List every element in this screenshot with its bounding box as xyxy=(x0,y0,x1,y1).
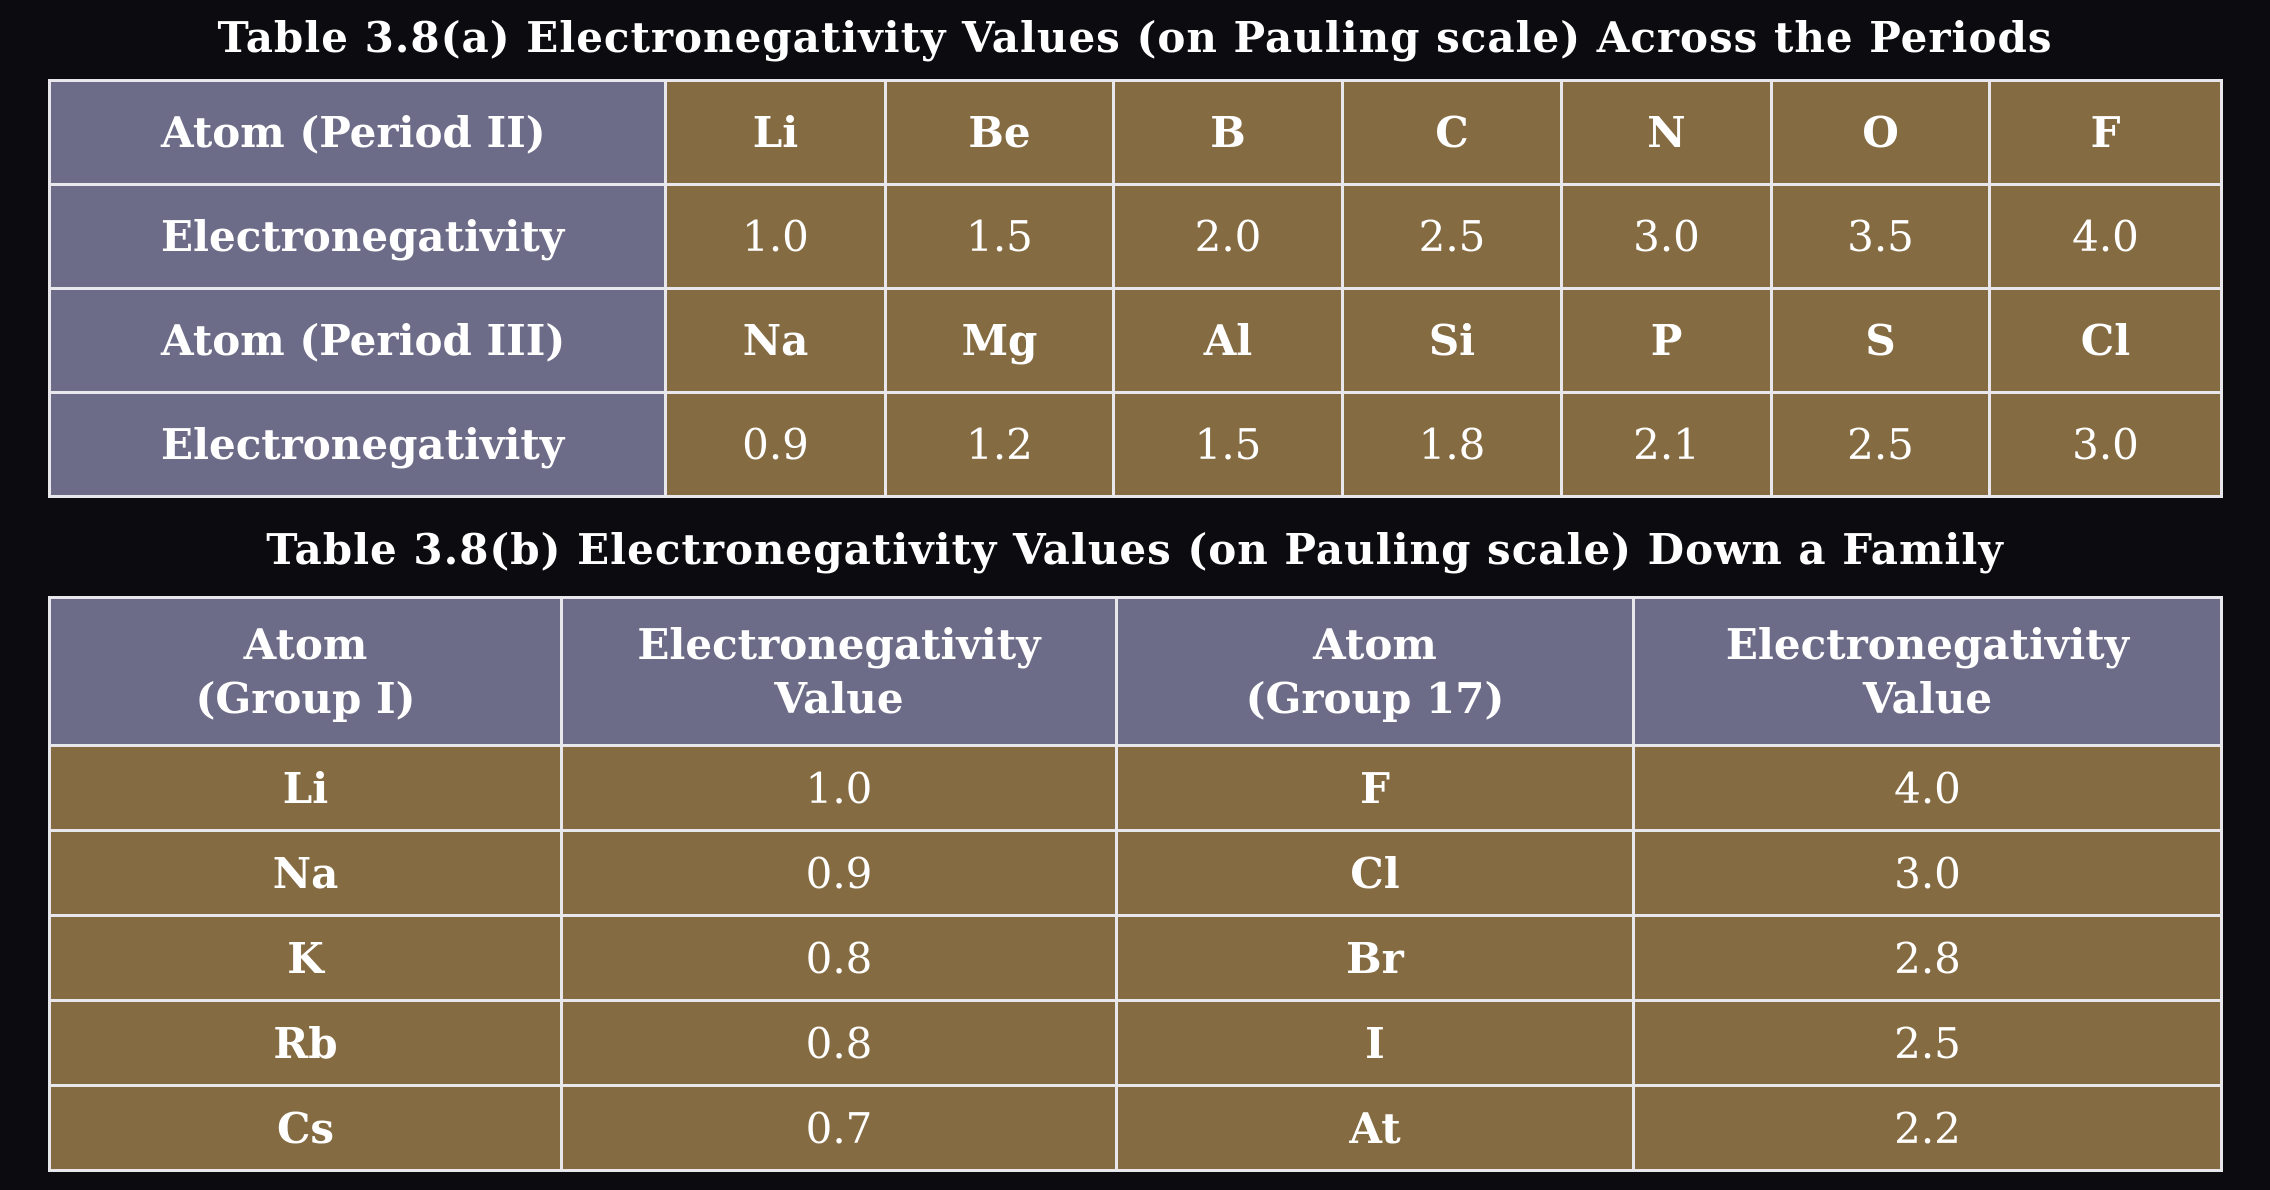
electronegativity-value-cell: 3.0 xyxy=(1560,183,1773,290)
column-header-line1: Atom xyxy=(243,619,368,669)
table-a-caption: Table 3.8(a) Electronegativity Values (o… xyxy=(217,13,2053,62)
electronegativity-value-cell: 0.7 xyxy=(560,1084,1118,1172)
atom-symbol-cell: Li xyxy=(48,744,563,832)
column-header: Electronegativity Value xyxy=(560,596,1118,747)
atom-symbol-cell: Na xyxy=(48,829,563,917)
atom-symbol-cell: Be xyxy=(884,79,1115,186)
column-header-line2: (Group I) xyxy=(195,673,416,723)
column-header-line2: Value xyxy=(774,673,904,723)
electronegativity-value-cell: 1.8 xyxy=(1341,391,1563,498)
atom-symbol-cell: C xyxy=(1341,79,1563,186)
table-row: Atom (Period III) Na Mg Al Si P S Cl xyxy=(48,287,2223,394)
atom-symbol-cell: At xyxy=(1115,1084,1635,1172)
electronegativity-value-cell: 2.1 xyxy=(1560,391,1773,498)
table-row: Li 1.0 F 4.0 xyxy=(48,744,2223,832)
atom-symbol-cell: N xyxy=(1560,79,1773,186)
electronegativity-value-cell: 0.8 xyxy=(560,914,1118,1002)
electronegativity-value-cell: 2.0 xyxy=(1112,183,1344,290)
electronegativity-value-cell: 3.5 xyxy=(1770,183,1991,290)
table-family-electronegativity: Atom (Group I) Electronegativity Value Atom(… xyxy=(48,596,2223,1172)
table-row: Rb 0.8 I 2.5 xyxy=(48,999,2223,1087)
electronegativity-value-cell: 2.5 xyxy=(1632,999,2223,1087)
column-header: Electronegativity Value xyxy=(1632,596,2223,747)
electronegativity-value-cell: 2.2 xyxy=(1632,1084,2223,1172)
atom-symbol-cell: K xyxy=(48,914,563,1002)
table-row: Electronegativity 1.0 1.5 2.0 2.5 3.0 3.5 4.0 xyxy=(48,183,2223,290)
column-header-line1: Atom xyxy=(1313,619,1437,669)
table-header-row: Atom (Group I) Electronegativity Value Atom(… xyxy=(48,596,2223,747)
table-row: Cs 0.7 At 2.2 xyxy=(48,1084,2223,1172)
atom-symbol-cell: O xyxy=(1770,79,1991,186)
column-header-line2: (Group 17) xyxy=(1245,673,1505,723)
atom-symbol-cell: Mg xyxy=(884,287,1115,394)
electronegativity-value-cell: 0.8 xyxy=(560,999,1118,1087)
electronegativity-value-cell: 1.0 xyxy=(664,183,887,290)
atom-symbol-cell: F xyxy=(1115,744,1635,832)
electronegativity-value-cell: 1.2 xyxy=(884,391,1115,498)
atom-symbol-cell: I xyxy=(1115,999,1635,1087)
atom-symbol-cell: Rb xyxy=(48,999,563,1087)
row-label: Electronegativity xyxy=(48,391,667,498)
atom-symbol-cell: Cl xyxy=(1988,287,2223,394)
table-row: Electronegativity 0.9 1.2 1.5 1.8 2.1 2.5 3.0 xyxy=(48,391,2223,498)
table-period-electronegativity: Atom (Period II) Li Be B C N O F Electronegativi… xyxy=(48,79,2223,498)
atom-symbol-cell: S xyxy=(1770,287,1991,394)
table-row: K 0.8 Br 2.8 xyxy=(48,914,2223,1002)
electronegativity-value-cell: 1.5 xyxy=(1112,391,1344,498)
table-row: Atom (Period II) Li Be B C N O F xyxy=(48,79,2223,186)
electronegativity-value-cell: 2.5 xyxy=(1770,391,1991,498)
column-header: Atom (Group 17) xyxy=(1115,596,1635,747)
electronegativity-value-cell: 1.5 xyxy=(884,183,1115,290)
electronegativity-value-cell: 2.5 xyxy=(1341,183,1563,290)
electronegativity-value-cell: 1.0 xyxy=(560,744,1118,832)
atom-symbol-cell: Cl xyxy=(1115,829,1635,917)
column-header-line1: Electronegativity xyxy=(1725,619,2130,669)
row-label: Electronegativity xyxy=(48,183,667,290)
column-header-line1: Electronegativity xyxy=(637,619,1041,669)
table-b-caption: Table 3.8(b) Electronegativity Values (o… xyxy=(266,525,2004,574)
atom-symbol-cell: Br xyxy=(1115,914,1635,1002)
atom-symbol-cell: Al xyxy=(1112,287,1344,394)
column-header: Atom (Group I) xyxy=(48,596,563,747)
electronegativity-value-cell: 2.8 xyxy=(1632,914,2223,1002)
atom-symbol-cell: Si xyxy=(1341,287,1563,394)
electronegativity-value-cell: 3.0 xyxy=(1632,829,2223,917)
electronegativity-value-cell: 0.9 xyxy=(664,391,887,498)
column-header-line2: Value xyxy=(1862,673,1993,723)
atom-symbol-cell: F xyxy=(1988,79,2223,186)
atom-symbol-cell: B xyxy=(1112,79,1344,186)
table-row: Na 0.9 Cl 3.0 xyxy=(48,829,2223,917)
atom-symbol-cell: P xyxy=(1560,287,1773,394)
electronegativity-value-cell: 3.0 xyxy=(1988,391,2223,498)
atom-symbol-cell: Cs xyxy=(48,1084,563,1172)
atom-symbol-cell: Na xyxy=(664,287,887,394)
atom-symbol-cell: Li xyxy=(664,79,887,186)
electronegativity-value-cell: 4.0 xyxy=(1632,744,2223,832)
electronegativity-value-cell: 4.0 xyxy=(1988,183,2223,290)
electronegativity-value-cell: 0.9 xyxy=(560,829,1118,917)
row-label: Atom (Period III) xyxy=(48,287,667,394)
row-label: Atom (Period II) xyxy=(48,79,667,186)
